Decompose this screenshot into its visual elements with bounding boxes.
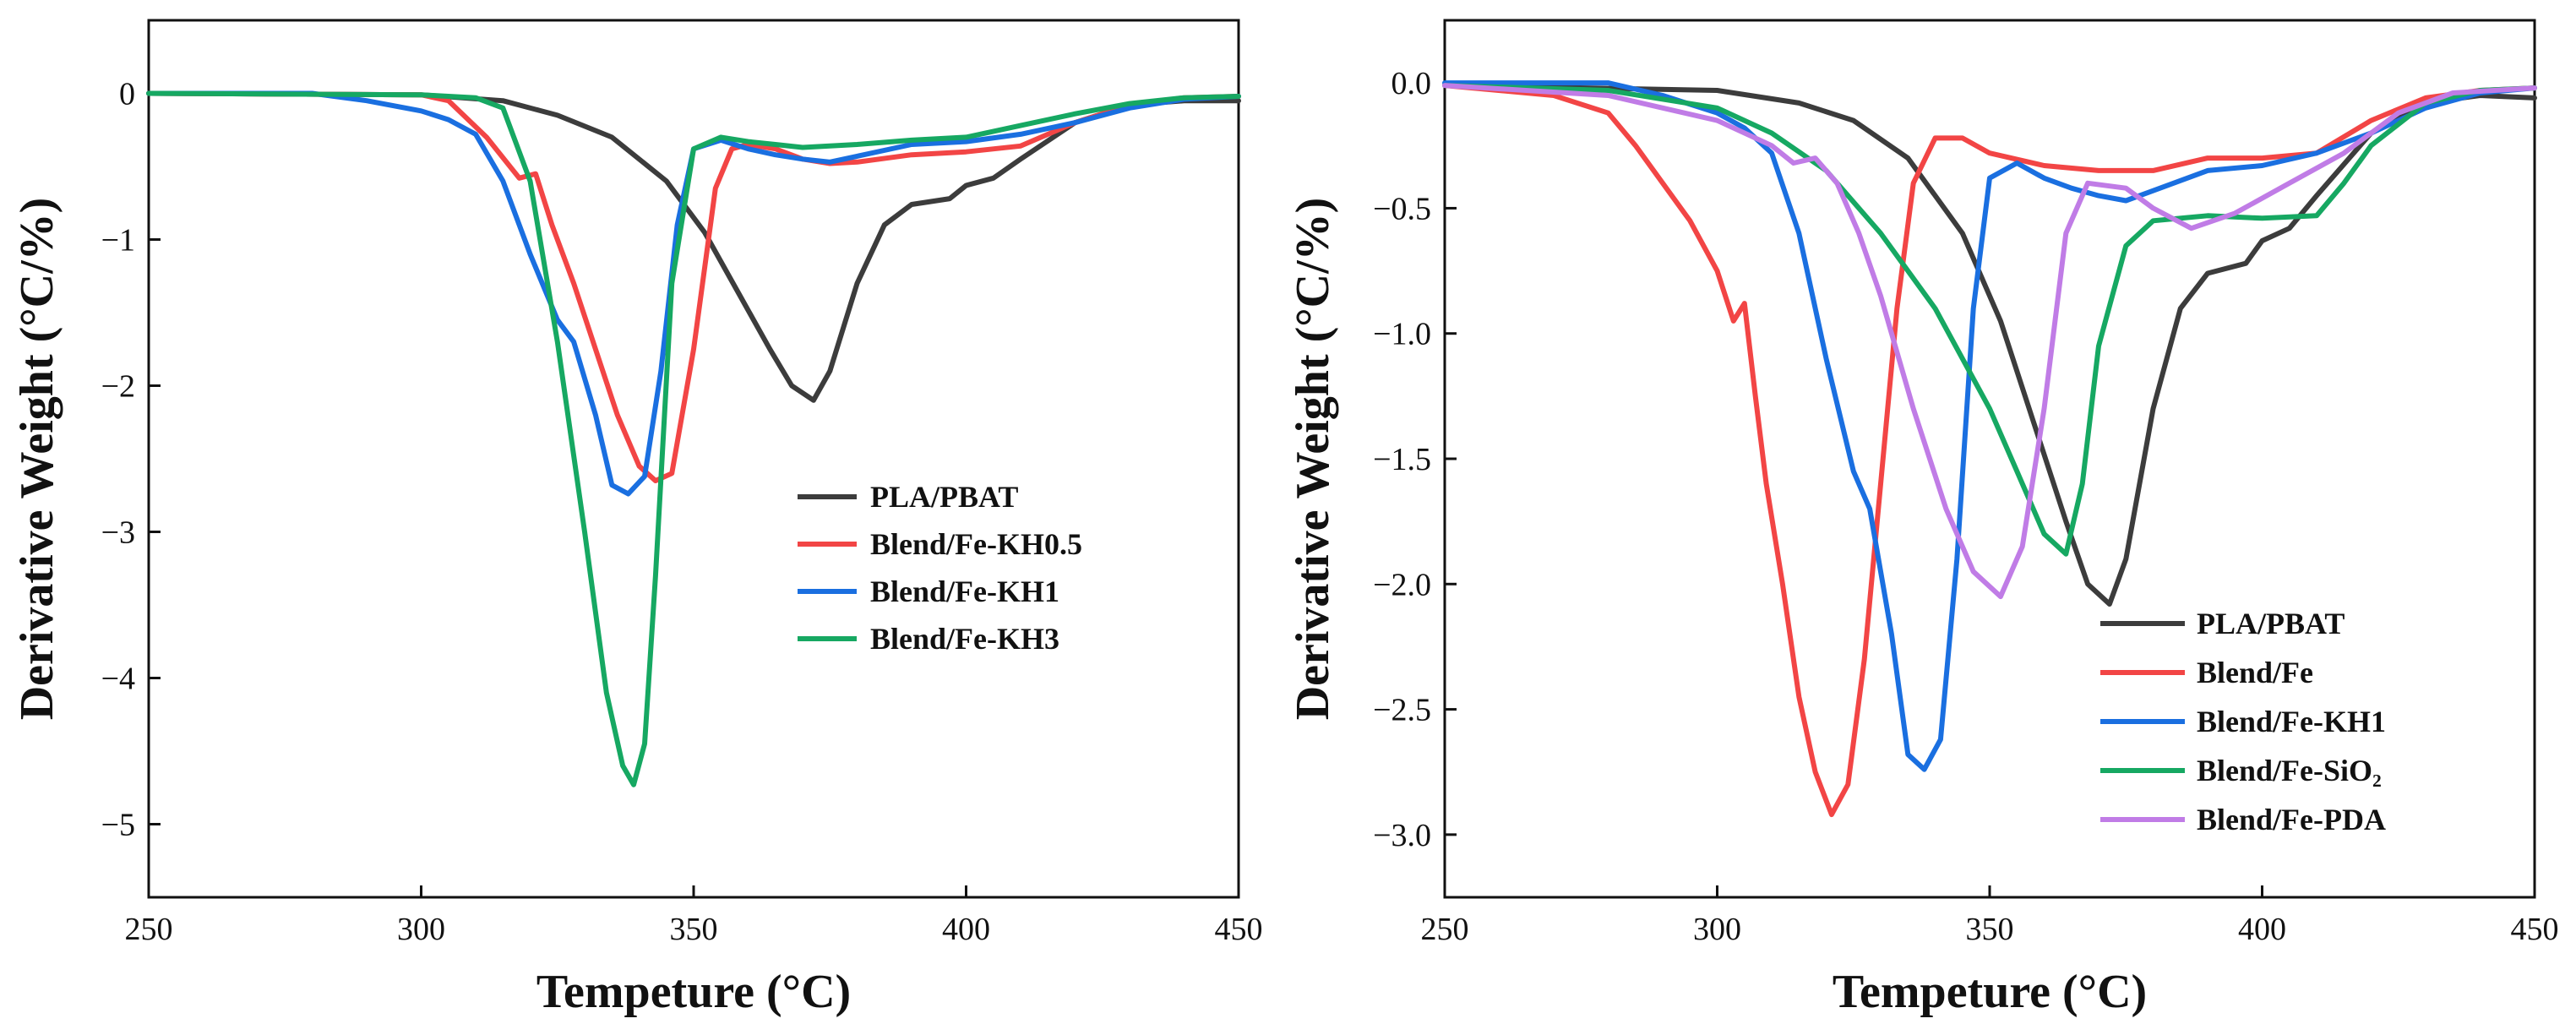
x-tick-label: 450	[2511, 912, 2559, 947]
legend-label: Blend/Fe-SiO₂	[2197, 754, 2382, 787]
y-tick-labels: 0.0 −0.5 −1.0 −1.5 −2.0 −2.5 −3.0	[1373, 66, 1431, 853]
legend: PLA/PBAT Blend/Fe-KH0.5 Blend/Fe-KH1 Ble…	[798, 480, 1082, 656]
chart-panel-right: 250 300 350 400 450 0.0 −0.5 −1.0 −1.5 −…	[1287, 19, 2559, 1018]
series-line	[1442, 83, 2537, 600]
y-tick-label: −2	[101, 369, 135, 405]
y-tick-label: −2.0	[1373, 567, 1431, 602]
x-tick-label: 350	[1966, 912, 2014, 947]
y-tick-labels: 0 −1 −2 −3 −4 −5	[101, 77, 135, 843]
series-line	[1442, 80, 2537, 772]
x-tick-label: 400	[942, 912, 990, 947]
legend-label: Blend/Fe-PDA	[2197, 803, 2386, 836]
y-tick-label: −5	[101, 808, 135, 843]
x-tick-label: 250	[1421, 912, 1469, 947]
series-group	[1442, 80, 2537, 818]
legend-entry: PLA/PBAT	[2100, 607, 2345, 640]
y-axis-label: Derivative Weight (°C/%)	[11, 198, 63, 721]
legend-entry: Blend/Fe-KH3	[798, 622, 1059, 656]
x-tick-labels: 250 300 350 400 450	[125, 912, 1263, 947]
x-axis-label: Tempeture (°C)	[536, 966, 851, 1018]
legend-entry: Blend/Fe-KH1	[798, 575, 1059, 608]
legend: PLA/PBAT Blend/Fe Blend/Fe-KH1 Blend/Fe-…	[2100, 607, 2386, 836]
y-tick-label: −1.0	[1373, 317, 1431, 352]
y-tick-label: −0.5	[1373, 191, 1431, 226]
legend-label: PLA/PBAT	[870, 480, 1018, 514]
legend-entry: Blend/Fe-KH0.5	[798, 527, 1082, 561]
legend-label: Blend/Fe	[2197, 656, 2313, 689]
series-line	[146, 90, 1241, 787]
legend-entry: Blend/Fe-KH1	[2100, 705, 2386, 738]
legend-label: PLA/PBAT	[2197, 607, 2345, 640]
legend-label: Blend/Fe-KH0.5	[870, 527, 1082, 561]
x-tick-labels: 250 300 350 400 450	[1421, 912, 2559, 947]
series-group	[146, 90, 1241, 787]
series-line	[1442, 83, 2537, 607]
legend-label: Blend/Fe-KH1	[870, 575, 1059, 608]
y-tick-label: −2.5	[1373, 693, 1431, 728]
y-axis-label: Derivative Weight (°C/%)	[1287, 198, 1339, 721]
y-tick-label: −1	[101, 223, 135, 259]
y-tick-label: 0.0	[1391, 66, 1432, 101]
legend-entry: Blend/Fe-SiO₂	[2100, 754, 2382, 787]
x-tick-label: 300	[1693, 912, 1741, 947]
x-tick-label: 400	[2238, 912, 2286, 947]
y-tick-label: −3	[101, 515, 135, 551]
legend-label: Blend/Fe-KH3	[870, 622, 1059, 656]
x-tick-label: 300	[397, 912, 445, 947]
series-line	[1442, 83, 2537, 557]
legend-entry: Blend/Fe-PDA	[2100, 803, 2386, 836]
x-tick-label: 350	[670, 912, 718, 947]
x-tick-label: 250	[125, 912, 173, 947]
x-axis-label: Tempeture (°C)	[1833, 966, 2147, 1018]
axis-ticks	[147, 92, 1240, 897]
y-tick-label: −3.0	[1373, 818, 1431, 853]
series-line	[1442, 83, 2537, 818]
series-line	[146, 90, 1241, 403]
y-tick-label: 0	[119, 77, 135, 112]
chart-panel-left: 250 300 350 400 450 0 −1 −2 −3 −4 −5 Tem…	[11, 19, 1263, 1018]
y-tick-label: −4	[101, 662, 135, 697]
legend-label: Blend/Fe-KH1	[2197, 705, 2386, 738]
legend-entry: PLA/PBAT	[798, 480, 1018, 514]
x-tick-label: 450	[1215, 912, 1263, 947]
legend-entry: Blend/Fe	[2100, 656, 2313, 689]
y-tick-label: −1.5	[1373, 442, 1431, 477]
